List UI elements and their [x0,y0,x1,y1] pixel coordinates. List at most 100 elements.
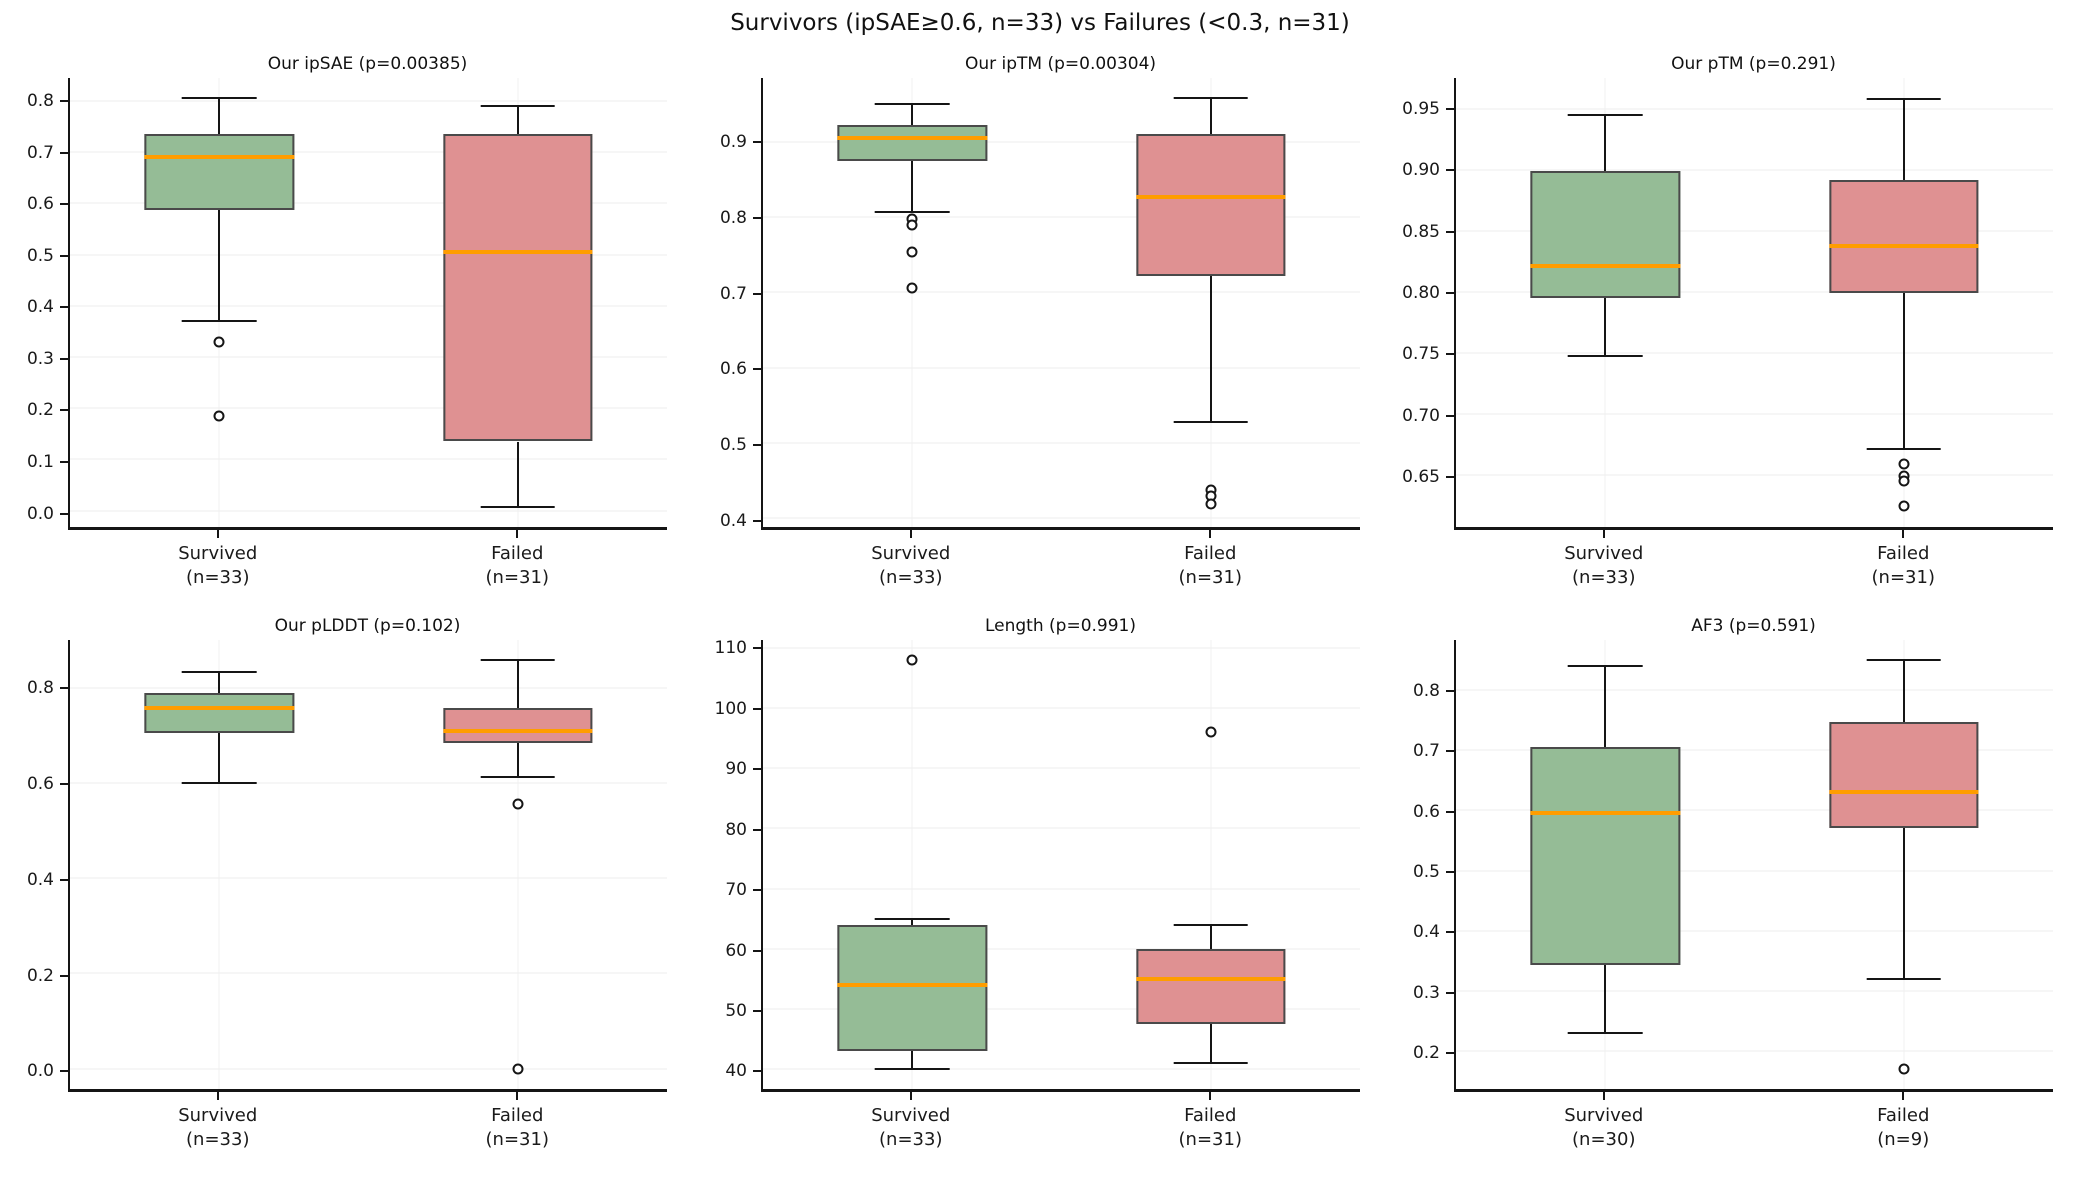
plot-area [1454,640,2053,1092]
x-category-name: Survived [178,543,258,564]
x-tick-mark [1209,1092,1212,1100]
x-axis-row [1454,1092,2053,1102]
median-line [443,250,593,255]
outlier-point [512,798,524,810]
h-gridline [763,141,1360,143]
subplot-our-ipsae: Our ipSAE (p=0.00385) 0.0 0.1 0.2 0.3 0.4 0.5 0… [0,48,693,596]
x-tick-mark [1902,1092,1905,1100]
h-gridline [70,782,667,784]
y-tick-mark [60,100,68,103]
whisker-cap-lower [480,775,556,778]
x-axis-row [1454,530,2053,540]
x-category-count: (n=31) [485,567,549,588]
plot-area [68,640,667,1092]
subplot-body: 0.65 0.70 0.75 0.80 0.85 0.90 0.95 [1386,78,2053,530]
x-category-count: (n=33) [186,567,250,588]
whisker-cap-lower [1173,420,1249,423]
h-gridline [70,687,667,689]
whisker-cap-upper [1173,97,1249,100]
outlier-point [1205,498,1217,510]
x-category-name: Failed [1184,1105,1237,1126]
y-tick-mark [60,203,68,206]
whisker-upper [516,660,519,709]
h-gridline [1456,413,2053,415]
y-tick-label: 0.7 [719,283,747,304]
x-axis-row [761,530,1360,540]
x-axis-labels: Survived (n=33) Failed (n=31) [68,540,667,596]
h-gridline [1456,291,2053,293]
whisker-cap-lower [874,210,950,213]
h-gridline [70,100,667,102]
y-tick-label: 0.2 [26,965,54,986]
x-axis-labels: Survived (n=33) Failed (n=31) [761,540,1360,596]
whisker-cap-upper [1866,659,1942,662]
outlier-point [1898,458,1910,470]
h-gridline [763,827,1360,829]
h-gridline [70,458,667,460]
box-failed [1136,134,1286,276]
y-tick-mark [1446,931,1454,934]
x-axis-labels: Survived (n=33) Failed (n=31) [1454,540,2053,596]
h-gridline [1456,930,2053,932]
whisker-lower [911,1050,914,1069]
subplot-grid: Our ipSAE (p=0.00385) 0.0 0.1 0.2 0.3 0.4 0.5 0… [0,48,2080,1158]
y-axis: 0.65 0.70 0.75 0.80 0.85 0.90 0.95 [1386,78,1454,530]
x-tick-mark [1602,530,1605,538]
y-tick-label: 0.2 [26,400,54,421]
x-category-label-survived: Survived (n=33) [178,1104,257,1152]
box-survived [837,924,987,1051]
h-gridline [763,948,1360,950]
subplot-body: 0.0 0.1 0.2 0.3 0.4 0.5 0.6 0.7 0.8 [0,78,667,530]
y-tick-mark [753,707,761,710]
subplot-title: Our ipTM (p=0.00304) [964,54,1157,74]
y-tick-mark [753,828,761,831]
y-tick-label: 0.8 [719,208,747,229]
y-tick-label: 0.8 [26,678,54,699]
y-tick-label: 0.6 [1412,801,1440,822]
y-tick-mark [753,368,761,371]
h-gridline [70,151,667,153]
outlier-point [1898,1063,1910,1075]
subplot-body: 0.4 0.5 0.6 0.7 0.8 0.9 [693,78,1360,531]
x-category-name: Failed [491,543,544,564]
y-tick-label: 0.2 [1412,1043,1440,1064]
median-line [1136,194,1286,199]
h-gridline [70,510,667,512]
x-category-label-failed: Failed (n=31) [1179,1104,1242,1152]
h-gridline [1456,1050,2053,1052]
h-gridline [763,1008,1360,1010]
outlier-point [1205,726,1217,738]
y-tick-mark [60,409,68,412]
whisker-cap-upper [1567,113,1643,116]
y-tick-label: 0.7 [26,142,54,163]
box-failed [443,708,593,743]
y-tick-label: 0.0 [26,1061,54,1082]
h-gridline [70,202,667,204]
y-tick-label: 0.3 [1412,982,1440,1003]
x-category-label-failed: Failed (n=31) [486,542,549,590]
h-gridline [70,305,667,307]
median-line [837,136,987,141]
x-category-label-failed: Failed (n=31) [1872,542,1935,590]
y-tick-mark [60,1070,68,1073]
h-gridline [1456,809,2053,811]
whisker-cap-lower [181,320,257,323]
x-tick-mark [1602,1092,1605,1100]
y-tick-mark [753,292,761,295]
subplot-our-ptm: Our pTM (p=0.291) 0.65 0.70 0.75 0.80 0.85 0.9… [1386,48,2079,596]
y-tick-label: 0.8 [1412,680,1440,701]
subplot-title: AF3 (p=0.591) [1691,616,1816,636]
x-category-count: (n=31) [1178,1129,1242,1150]
y-axis: 0.2 0.3 0.4 0.5 0.6 0.7 0.8 [1386,640,1454,1092]
x-axis-row [68,1092,667,1102]
x-category-name: Failed [1184,543,1237,564]
whisker-lower [1604,297,1607,357]
h-gridline [70,972,667,974]
y-tick-label: 0.3 [26,348,54,369]
y-tick-label: 0.7 [1412,741,1440,762]
x-category-name: Survived [1564,543,1644,564]
outlier-point [906,246,918,258]
x-category-count: (n=33) [186,1129,250,1150]
outlier-point [1898,475,1910,487]
outlier-point [1898,500,1910,512]
